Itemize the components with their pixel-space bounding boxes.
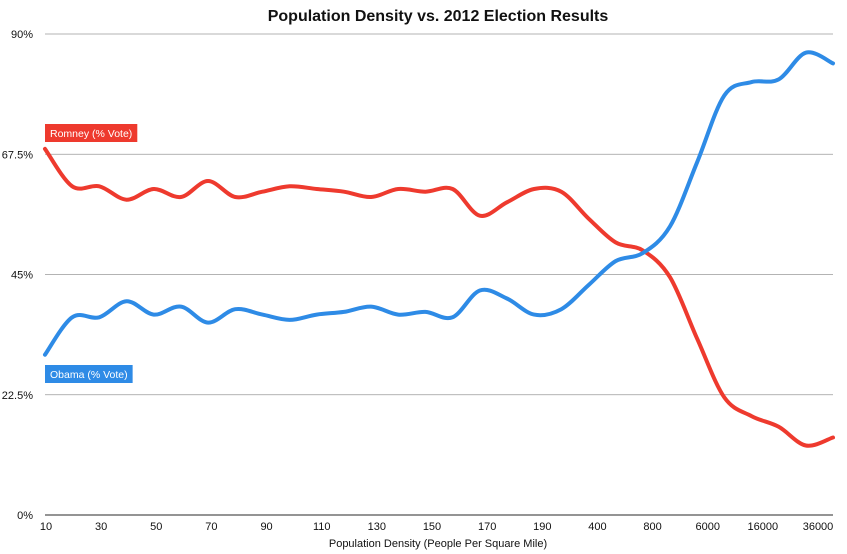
series-label-obama: Obama (% Vote) (45, 365, 133, 383)
series-label-box (45, 124, 138, 142)
chart-title: Population Density vs. 2012 Election Res… (268, 8, 609, 25)
x-axis-label: Population Density (People Per Square Mi… (329, 538, 547, 550)
series-lines (43, 50, 835, 448)
x-tick-label: 170 (478, 521, 496, 533)
x-tick-label: 30 (95, 521, 107, 533)
series-label-romney: Romney (% Vote) (45, 124, 138, 142)
y-tick-label: 67.5% (2, 149, 33, 161)
x-tick-label: 36000 (803, 521, 834, 533)
y-tick-label: 45% (11, 270, 33, 282)
series-label-box (45, 365, 133, 383)
y-tick-label: 22.5% (2, 390, 33, 402)
series-line-obama (43, 50, 835, 357)
series-label-text: Romney (% Vote) (50, 128, 132, 140)
series-line-romney (43, 146, 835, 448)
gridlines (45, 33, 833, 516)
x-tick-label: 90 (260, 521, 272, 533)
x-tick-label: 16000 (748, 521, 779, 533)
series-labels: Romney (% Vote) Obama (% Vote) (45, 124, 138, 383)
x-tick-label: 110 (313, 521, 331, 533)
x-tick-label: 800 (643, 521, 661, 533)
x-tick-label: 50 (150, 521, 162, 533)
y-tick-label: 90% (11, 29, 33, 41)
x-tick-label: 130 (368, 521, 386, 533)
x-tick-label: 400 (588, 521, 606, 533)
y-tick-label: 0% (17, 510, 33, 522)
x-tick-label: 150 (423, 521, 441, 533)
x-tick-label: 70 (205, 521, 217, 533)
x-tick-label: 10 (40, 521, 52, 533)
x-axis-ticks: 10 30 50 70 90 110 130 150 170 190 400 800 6000 16000… (40, 521, 833, 533)
y-axis-ticks: 0% 22.5% 45% 67.5% 90% (2, 29, 33, 522)
x-tick-label: 190 (533, 521, 551, 533)
x-tick-label: 6000 (695, 521, 719, 533)
series-label-text: Obama (% Vote) (50, 369, 128, 381)
